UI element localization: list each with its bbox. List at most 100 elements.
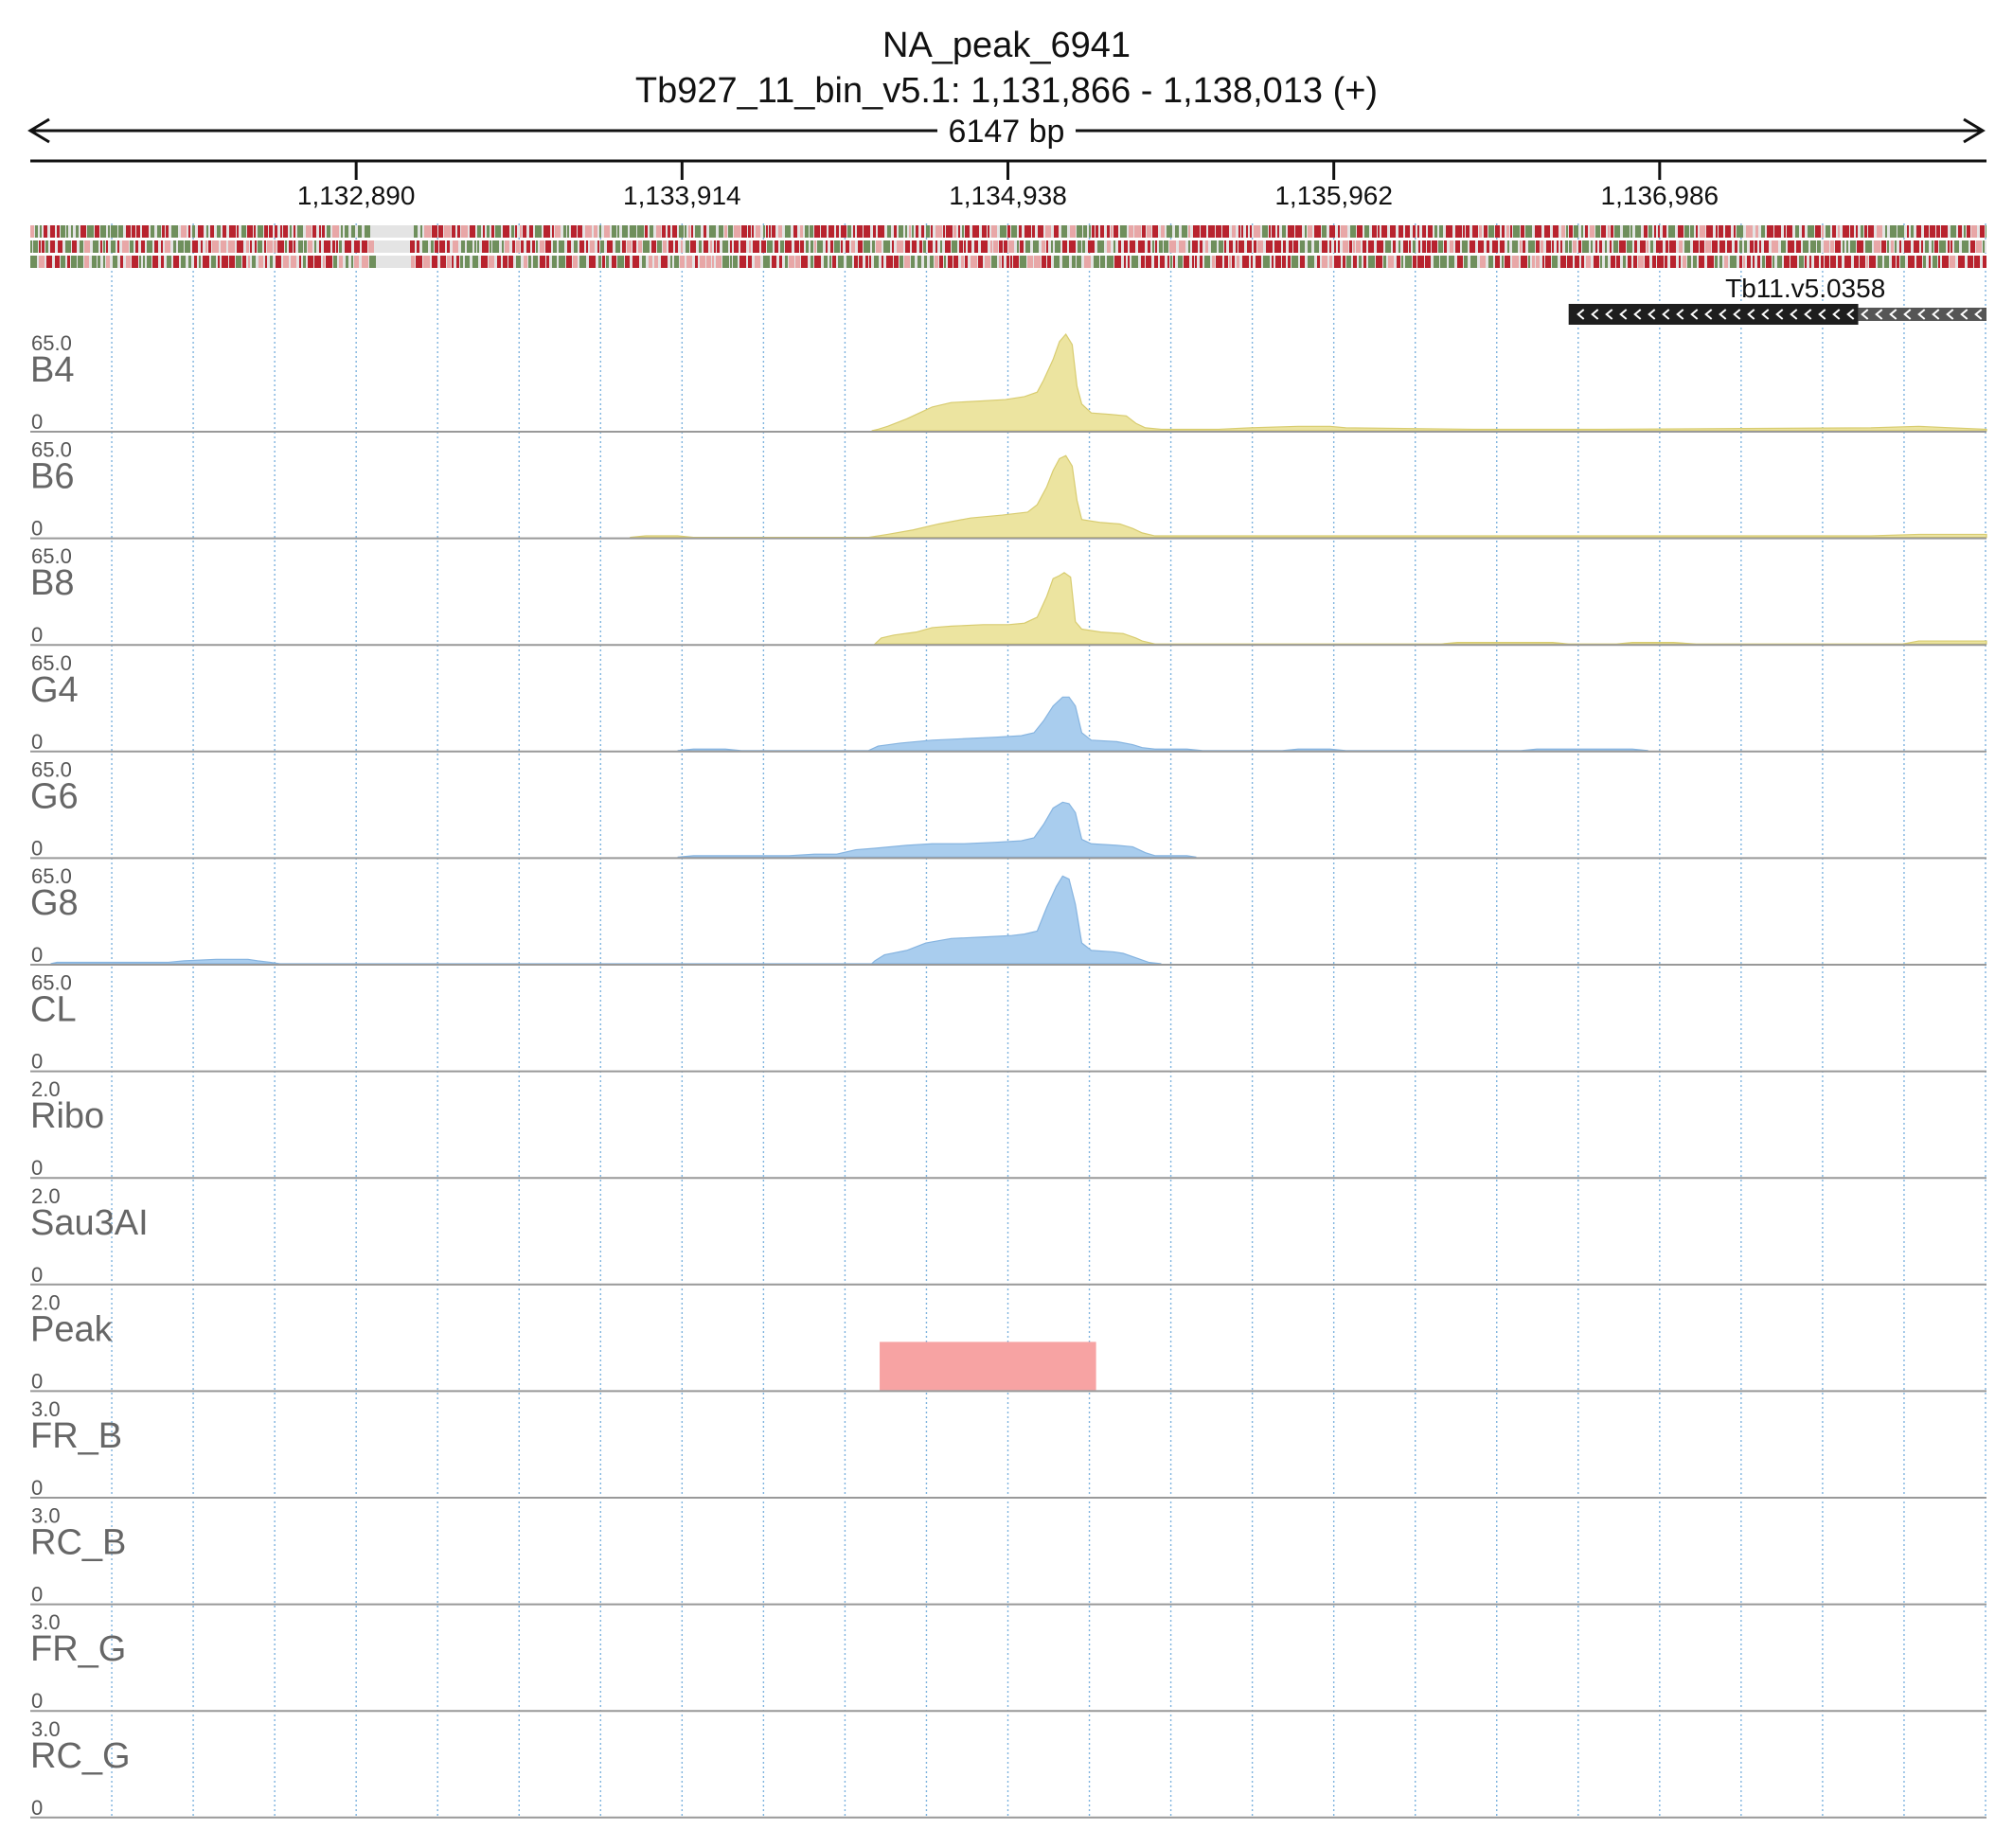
sequence-base: [474, 240, 476, 253]
sequence-base: [283, 256, 289, 268]
sequence-base: [76, 225, 79, 238]
sequence-base: [1874, 240, 1880, 253]
sequence-base: [515, 225, 517, 238]
sequence-base: [1552, 240, 1554, 253]
sequence-base: [600, 240, 604, 253]
sequence-base: [873, 225, 876, 238]
sequence-base: [642, 256, 646, 268]
sequence-base: [1305, 225, 1307, 238]
sequence-base: [1211, 240, 1217, 253]
sequence-base: [1160, 256, 1165, 268]
sequence-base: [1755, 225, 1758, 238]
sequence-base: [61, 225, 65, 238]
strand-arrow: [1591, 309, 1599, 320]
sequence-base: [248, 256, 250, 268]
strand-arrow: [1605, 309, 1613, 320]
sequence-base: [258, 240, 262, 253]
sequence-base: [1182, 225, 1187, 238]
sequence-base: [1638, 256, 1644, 268]
sequence-base: [859, 256, 863, 268]
sequence-base: [1439, 225, 1443, 238]
sequence-base: [1457, 256, 1463, 268]
span-arrow-left: [27, 117, 50, 144]
sequence-base: [1762, 256, 1765, 268]
sequence-base: [210, 225, 214, 238]
sequence-base: [894, 256, 899, 268]
sequence-base: [143, 256, 145, 268]
track-max-label: 65.0: [31, 971, 72, 995]
sequence-base: [1495, 256, 1500, 268]
track-max-label: 3.0: [31, 1504, 61, 1528]
track-name: RC_B: [30, 1523, 126, 1563]
sequence-base: [1193, 225, 1200, 238]
sequence-base: [1948, 240, 1950, 253]
sequence-base: [130, 240, 134, 253]
sequence-base: [1201, 225, 1206, 238]
sequence-base: [826, 240, 828, 253]
sequence-base: [1020, 240, 1024, 253]
sequence-base: [919, 240, 922, 253]
sequence-base: [1008, 240, 1014, 253]
sequence-base: [1100, 256, 1105, 268]
sequence-base: [1250, 225, 1252, 238]
sequence-base: [1032, 225, 1035, 238]
sequence-base: [1753, 256, 1755, 268]
sequence-base: [755, 256, 760, 268]
sequence-base: [1970, 240, 1975, 253]
strand-arrow: [1889, 309, 1897, 320]
sequence-base: [1046, 240, 1048, 253]
sequence-base: [1418, 240, 1420, 253]
sequence-base: [1887, 240, 1889, 253]
sequence-base: [540, 256, 545, 268]
sequence-base: [685, 225, 686, 238]
sequence-base: [1155, 240, 1157, 253]
sequence-base: [999, 256, 1001, 268]
sequence-base: [1759, 240, 1761, 253]
sequence-base: [1854, 256, 1859, 268]
sequence-base: [1885, 225, 1887, 238]
sequence-base: [793, 225, 797, 238]
sequence-base: [289, 240, 293, 253]
sequence-base: [1308, 256, 1314, 268]
sequence-base: [322, 225, 325, 238]
sequence-base: [686, 240, 689, 253]
sequence-base: [1152, 240, 1154, 253]
sequence-base: [1124, 240, 1128, 253]
sequence-base: [1656, 240, 1663, 253]
sequence-base: [972, 225, 979, 238]
sequence-base: [944, 256, 946, 268]
sequence-base: [1054, 256, 1060, 268]
sequence-base: [1950, 256, 1955, 268]
sequence-base: [1195, 256, 1197, 268]
sequence-base: [1113, 240, 1115, 253]
sequence-base: [1405, 256, 1412, 268]
sequence-base: [606, 256, 609, 268]
sequence-base: [1938, 256, 1940, 268]
sequence-base: [258, 225, 263, 238]
sequence-base: [900, 256, 903, 268]
track-name: B4: [30, 350, 74, 390]
sequence-base: [579, 256, 586, 268]
sequence-base: [1521, 225, 1524, 238]
sequence-base: [162, 225, 165, 238]
sequence-base: [1581, 225, 1583, 238]
sequence-base: [1229, 240, 1233, 253]
sequence-base: [657, 240, 662, 253]
sequence-base: [615, 240, 620, 253]
sequence-base: [1238, 225, 1240, 238]
sequence-base: [1444, 240, 1447, 253]
strand-arrow: [1619, 309, 1628, 320]
sequence-base: [1719, 240, 1725, 253]
sequence-base: [95, 225, 99, 238]
strand-arrow: [1747, 309, 1755, 320]
sequence-base: [864, 240, 870, 253]
sequence-base: [717, 240, 720, 253]
sequence-base: [1088, 240, 1095, 253]
sequence-base: [1687, 256, 1691, 268]
sequence-base: [876, 240, 882, 253]
track-max-label: 2.0: [31, 1184, 61, 1208]
sequence-base: [821, 225, 827, 238]
sequence-base: [1200, 240, 1202, 253]
sequence-base: [1743, 256, 1745, 268]
sequence-base: [597, 240, 599, 253]
